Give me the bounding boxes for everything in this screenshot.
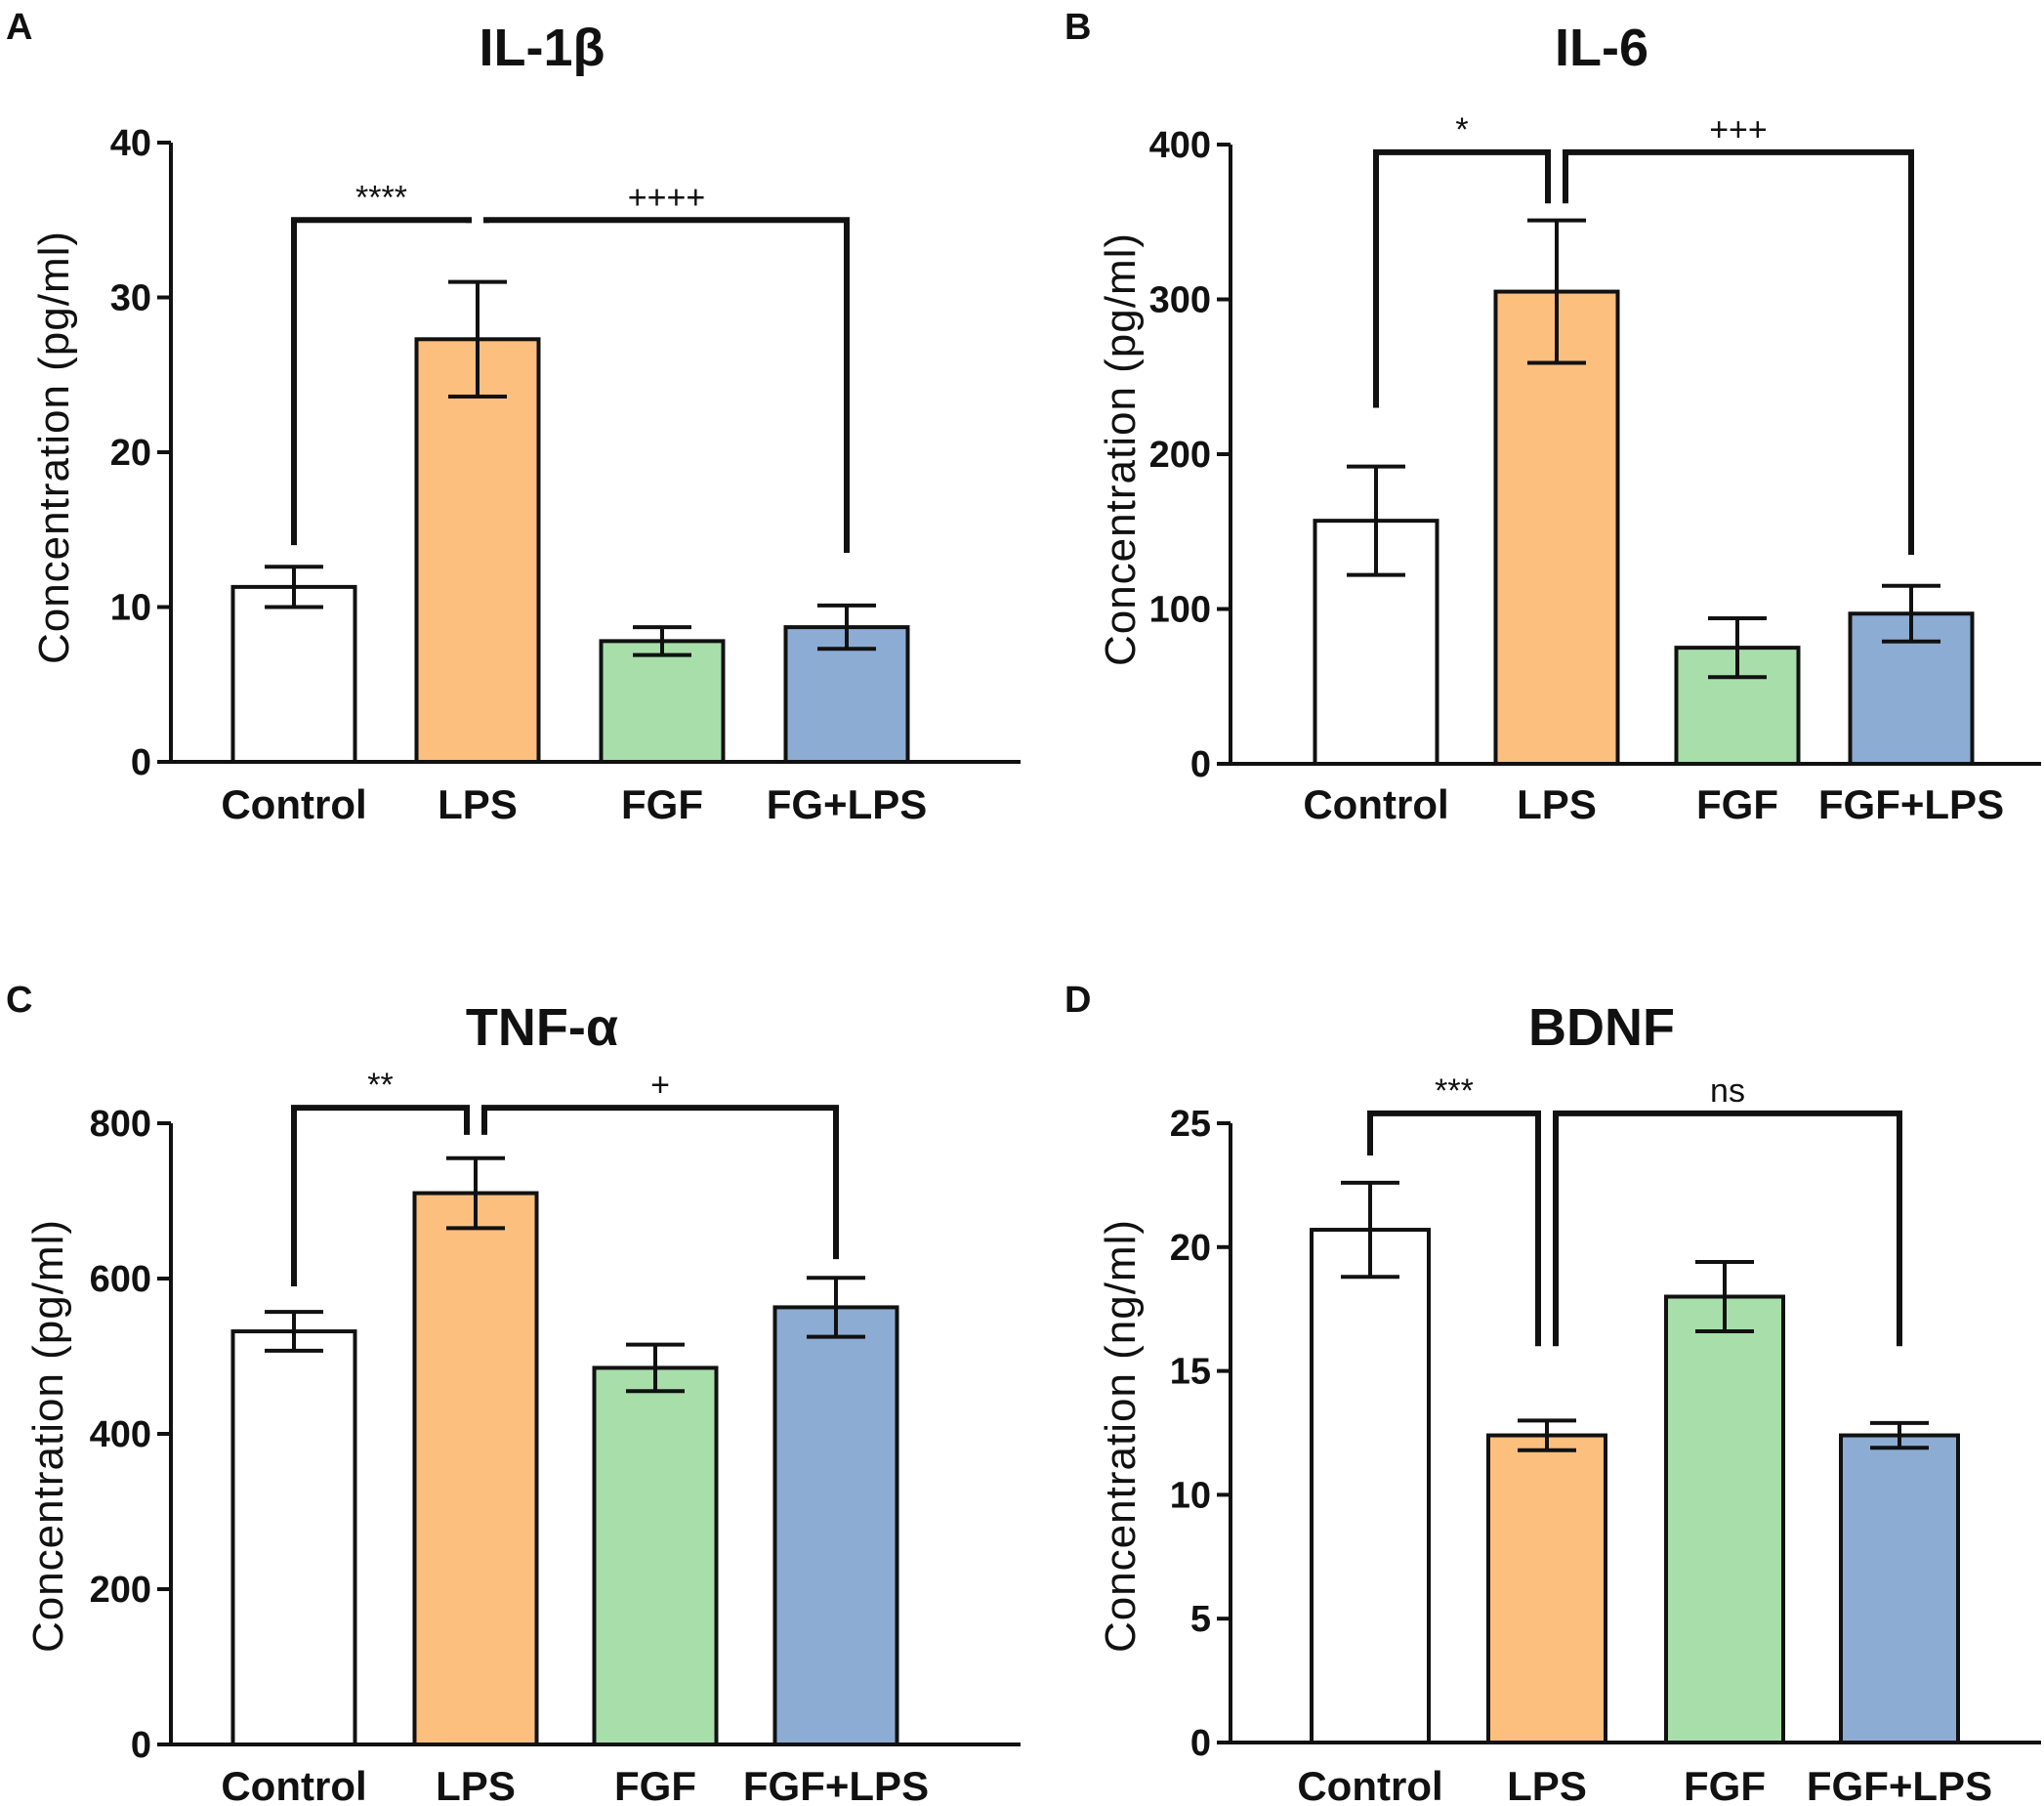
x-tick-label: Control — [1303, 781, 1448, 827]
y-tick-label: 0 — [131, 742, 151, 783]
panel-letter: B — [1064, 7, 1091, 48]
y-tick-label: 600 — [90, 1259, 151, 1300]
y-tick-label: 400 — [90, 1414, 151, 1455]
y-tick-label: 200 — [1149, 435, 1211, 476]
panel-letter: D — [1064, 980, 1091, 1021]
significance-label: ** — [367, 1067, 393, 1104]
bar-control — [1310, 1228, 1431, 1744]
panel-c: C TNF-α Concentration (pg/ml) 0 200 400 600… — [6, 980, 1021, 1806]
y-tick-label: 40 — [110, 123, 151, 164]
bar-fgf — [599, 639, 726, 764]
y-axis-label: Concentration (pg/ml) — [30, 231, 78, 664]
chart-title: IL-6 — [1555, 19, 1648, 77]
chart-title: IL-1β — [480, 19, 605, 77]
y-tick-label: 10 — [110, 588, 151, 629]
significance-label: *** — [1435, 1072, 1474, 1110]
significance-bracket — [483, 217, 850, 554]
chart-title: BDNF — [1528, 998, 1675, 1057]
y-tick-label: 20 — [1170, 1228, 1211, 1269]
y-axis-label: Concentration (ng/ml) — [1097, 1219, 1145, 1653]
y-tick-label: 30 — [110, 278, 151, 319]
y-tick-label: 400 — [1149, 125, 1211, 166]
bar-lps — [1486, 1433, 1607, 1744]
bar-lps — [414, 337, 541, 764]
plot-area: 0 5 10 15 20 25 Control LPS FGF FGF+LPS *** ns — [1170, 1072, 2041, 1806]
y-tick-label: 20 — [110, 433, 151, 474]
significance-label: ns — [1710, 1072, 1745, 1110]
bar-fgf-lps — [1839, 1433, 1960, 1744]
panel-a: A IL-1β Concentration (pg/ml) 0 10 20 30 40 C… — [6, 7, 1021, 827]
y-tick-label: 15 — [1170, 1352, 1211, 1393]
bar-lps — [412, 1191, 539, 1747]
significance-bracket — [1563, 148, 1914, 556]
x-tick-label: FGF — [1684, 1763, 1766, 1806]
plot-area: 0 100 200 300 400 Control LPS FGF FGF+LPS * +++ — [1149, 111, 2041, 827]
panel-letter: C — [6, 980, 32, 1021]
x-tick-label: Control — [1297, 1763, 1442, 1806]
bar-control — [230, 584, 357, 765]
significance-bracket — [1373, 148, 1551, 408]
significance-bracket — [1367, 1110, 1541, 1347]
x-tick-label: FG+LPS — [767, 781, 928, 827]
x-tick-label: Control — [221, 781, 366, 827]
x-tick-label: Control — [221, 1763, 366, 1806]
x-tick-label: FGF — [621, 781, 703, 827]
x-tick-label: LPS — [1507, 1763, 1587, 1806]
y-axis-label: Concentration (pg/ml) — [1097, 232, 1145, 666]
x-tick-label: FGF+LPS — [1818, 781, 2004, 827]
x-tick-label: LPS — [436, 1763, 516, 1806]
y-tick-label: 200 — [90, 1570, 151, 1611]
chart-title: TNF-α — [466, 998, 618, 1057]
plot-area: 0 200 400 600 800 Control LPS FGF FGF+LPS ** + — [90, 1067, 1021, 1806]
significance-bracket — [1553, 1110, 1902, 1347]
bar-control — [230, 1329, 357, 1747]
y-tick-label: 5 — [1190, 1599, 1211, 1640]
x-tick-label: FGF+LPS — [1807, 1763, 1992, 1806]
bar-fgf — [592, 1365, 719, 1747]
y-axis-label: Concentration (pg/ml) — [24, 1219, 72, 1653]
significance-label: + — [650, 1067, 670, 1104]
significance-bracket — [291, 1105, 470, 1286]
plot-area: 0 10 20 30 40 Control LPS FGF FG+LPS **** ++++ — [110, 123, 1021, 827]
y-tick-label: 100 — [1149, 590, 1211, 631]
x-tick-label: FGF — [614, 1763, 696, 1806]
panel-letter: A — [6, 7, 32, 48]
bar-fgf-lps — [772, 1305, 899, 1747]
significance-label: +++ — [1709, 111, 1768, 148]
y-tick-label: 25 — [1170, 1104, 1211, 1145]
panel-b: B IL-6 Concentration (pg/ml) 0 100 200 300 4… — [1064, 7, 2041, 827]
significance-label: **** — [355, 179, 407, 216]
significance-bracket — [291, 217, 472, 546]
significance-bracket — [481, 1105, 839, 1260]
x-tick-label: FGF — [1696, 781, 1778, 827]
y-tick-label: 0 — [1190, 1723, 1211, 1764]
significance-label: ++++ — [628, 179, 705, 216]
y-tick-label: 0 — [131, 1725, 151, 1766]
panel-d: D BDNF Concentration (ng/ml) 0 5 10 15 20 25 C… — [1064, 980, 2041, 1806]
x-tick-label: LPS — [438, 781, 518, 827]
bar-fgf — [1664, 1294, 1785, 1745]
x-tick-label: FGF+LPS — [743, 1763, 929, 1806]
x-tick-label: LPS — [1517, 781, 1597, 827]
significance-label: * — [1455, 111, 1468, 148]
y-tick-label: 300 — [1149, 280, 1211, 321]
y-tick-label: 0 — [1190, 744, 1211, 785]
y-tick-label: 10 — [1170, 1475, 1211, 1516]
y-tick-label: 800 — [90, 1104, 151, 1145]
